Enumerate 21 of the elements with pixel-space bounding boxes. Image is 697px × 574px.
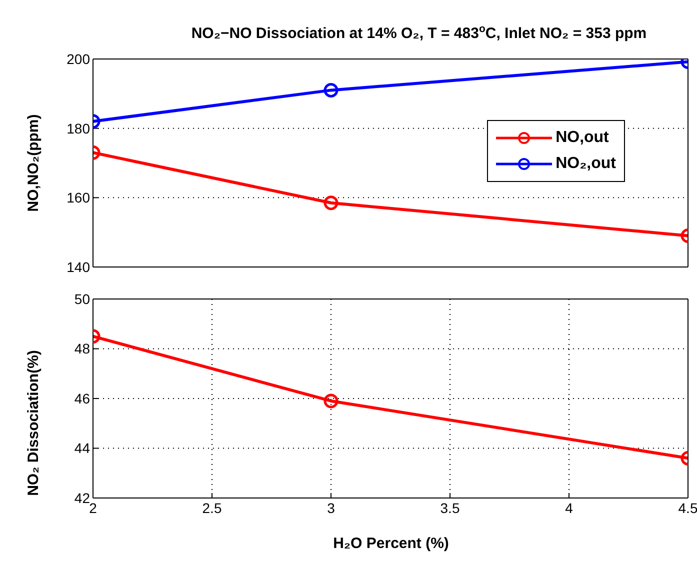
y-tick-label: 46	[74, 390, 90, 406]
x-tick-label: 3.5	[440, 500, 460, 516]
y-tick-label: 42	[74, 490, 90, 506]
x-tick-label: 4	[565, 500, 574, 516]
y-tick-label: 50	[74, 290, 90, 307]
y-axis-title: NO,NO₂(ppm)	[25, 114, 42, 212]
legend-label: NO,out	[556, 128, 609, 148]
y-tick-label: 160	[66, 190, 90, 206]
y-tick-label: 44	[74, 440, 90, 456]
x-axis-title: H₂O Percent (%)	[333, 535, 449, 552]
y-tick-label: 140	[66, 258, 90, 275]
y-axis-title: NO₂ Dissociation(%)	[25, 350, 42, 496]
y-tick-label: 48	[74, 340, 90, 357]
chart-title: NO₂−NO Dissociation at 14% O₂, T = 483$^{o}$C, Inlet NO₂ = 353 ppm	[191, 23, 647, 42]
y-tick-label: 200	[66, 50, 90, 67]
y-tick-label: 180	[66, 120, 90, 136]
x-tick-label: 2	[89, 500, 98, 516]
x-tick-label: 3	[327, 500, 336, 516]
legend-label: NO₂,out	[556, 154, 616, 174]
x-tick-label: 2.5	[202, 500, 222, 516]
x-tick-label: 4.5	[678, 500, 697, 516]
